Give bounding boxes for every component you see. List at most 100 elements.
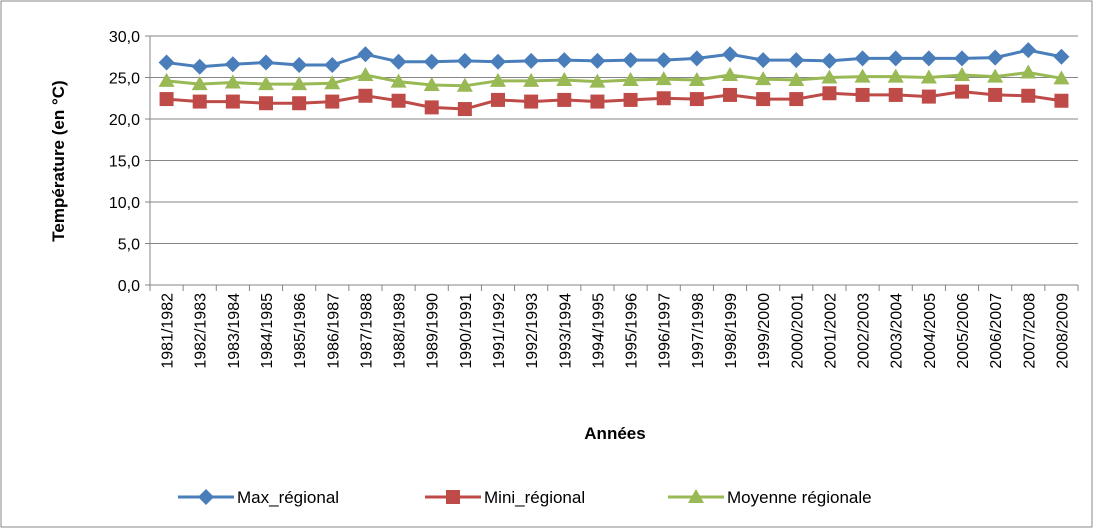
x-tick-label: 1985/1986	[292, 293, 309, 369]
point	[258, 76, 274, 91]
y-axis-title: Température (en °C)	[49, 80, 68, 241]
point	[556, 52, 573, 69]
point	[920, 50, 937, 67]
x-tick-label: 2004/2005	[922, 293, 939, 369]
point	[456, 77, 473, 92]
x-tick-label: 1988/1989	[392, 293, 409, 369]
point	[590, 94, 605, 109]
point	[854, 50, 871, 67]
point	[854, 68, 871, 83]
legend-label: Moyenne régionale	[727, 488, 872, 507]
point	[789, 92, 804, 107]
legend-label: Max_régional	[237, 488, 339, 507]
point	[955, 84, 969, 99]
point	[655, 52, 672, 69]
point	[655, 71, 672, 86]
x-tick-label: 2001/2002	[822, 293, 839, 369]
point	[954, 67, 970, 82]
point	[390, 73, 407, 88]
point	[656, 91, 671, 106]
point	[225, 94, 240, 109]
point	[224, 74, 241, 89]
x-tick-label: 2008/2009	[1054, 293, 1071, 369]
point	[523, 72, 540, 87]
x-tick-label: 1984/1985	[259, 293, 276, 369]
x-tick-label: 1989/1990	[425, 293, 442, 369]
point	[1053, 70, 1070, 85]
point	[756, 92, 771, 107]
x-tick-label: 1983/1984	[226, 293, 243, 369]
x-tick-label: 2002/2003	[856, 293, 873, 369]
point	[523, 52, 540, 69]
y-tick-label: 30,0	[109, 29, 140, 46]
legend-label: Mini_régional	[484, 488, 585, 507]
point	[921, 89, 936, 104]
x-tick-label: 1999/2000	[756, 293, 773, 369]
point	[1020, 64, 1037, 79]
x-tick-label: 1995/1996	[624, 293, 641, 369]
y-tick-label: 15,0	[109, 154, 140, 171]
point	[723, 87, 737, 102]
point	[391, 93, 406, 108]
point	[622, 52, 639, 69]
point	[490, 53, 506, 70]
point	[788, 52, 805, 69]
x-tick-label: 1992/1993	[524, 293, 541, 369]
point	[788, 71, 805, 86]
point	[291, 57, 308, 74]
series-line	[166, 48, 1062, 69]
x-tick-label: 1993/1994	[557, 293, 574, 369]
point	[821, 52, 838, 69]
x-axis-title: Années	[584, 424, 645, 443]
point	[888, 87, 903, 102]
point	[191, 58, 208, 75]
point	[822, 86, 837, 101]
point	[292, 96, 307, 111]
x-tick-label: 1981/1982	[160, 293, 177, 369]
point	[622, 71, 639, 86]
point	[259, 96, 273, 111]
point	[258, 54, 274, 71]
x-tick-label: 2000/2001	[789, 293, 806, 369]
legend-marker	[688, 489, 704, 503]
point	[954, 50, 970, 67]
x-tick-label: 2006/2007	[988, 293, 1005, 369]
x-tick-label: 1998/1999	[723, 293, 740, 369]
point	[390, 53, 407, 70]
point	[987, 68, 1004, 83]
point	[722, 46, 738, 63]
point	[357, 46, 374, 63]
x-tick-label: 1994/1995	[590, 293, 607, 369]
y-tick-label: 0,0	[118, 278, 140, 295]
point	[589, 52, 606, 69]
x-tick-label: 2003/2004	[889, 293, 906, 369]
x-tick-label: 2005/2006	[955, 293, 972, 369]
point	[159, 92, 174, 107]
point	[423, 76, 440, 91]
x-tick-label: 1997/1998	[690, 293, 707, 369]
point	[424, 100, 439, 115]
point	[556, 71, 573, 86]
point	[456, 52, 473, 69]
point	[291, 76, 308, 91]
point	[589, 73, 606, 88]
legend-marker	[198, 489, 214, 505]
x-tick-label: 1990/1991	[458, 293, 475, 369]
x-tick-label: 2007/2008	[1021, 293, 1038, 369]
point	[457, 102, 472, 117]
point	[423, 53, 440, 70]
point	[988, 87, 1003, 102]
point	[855, 87, 870, 102]
point	[887, 68, 904, 83]
x-tick-label: 1982/1983	[193, 293, 210, 369]
point	[920, 69, 937, 84]
point	[524, 94, 539, 109]
x-tick-label: 1991/1992	[491, 293, 508, 369]
point	[755, 52, 772, 69]
point	[192, 94, 207, 109]
point	[722, 67, 738, 82]
y-tick-label: 20,0	[109, 112, 140, 129]
point	[325, 94, 340, 109]
